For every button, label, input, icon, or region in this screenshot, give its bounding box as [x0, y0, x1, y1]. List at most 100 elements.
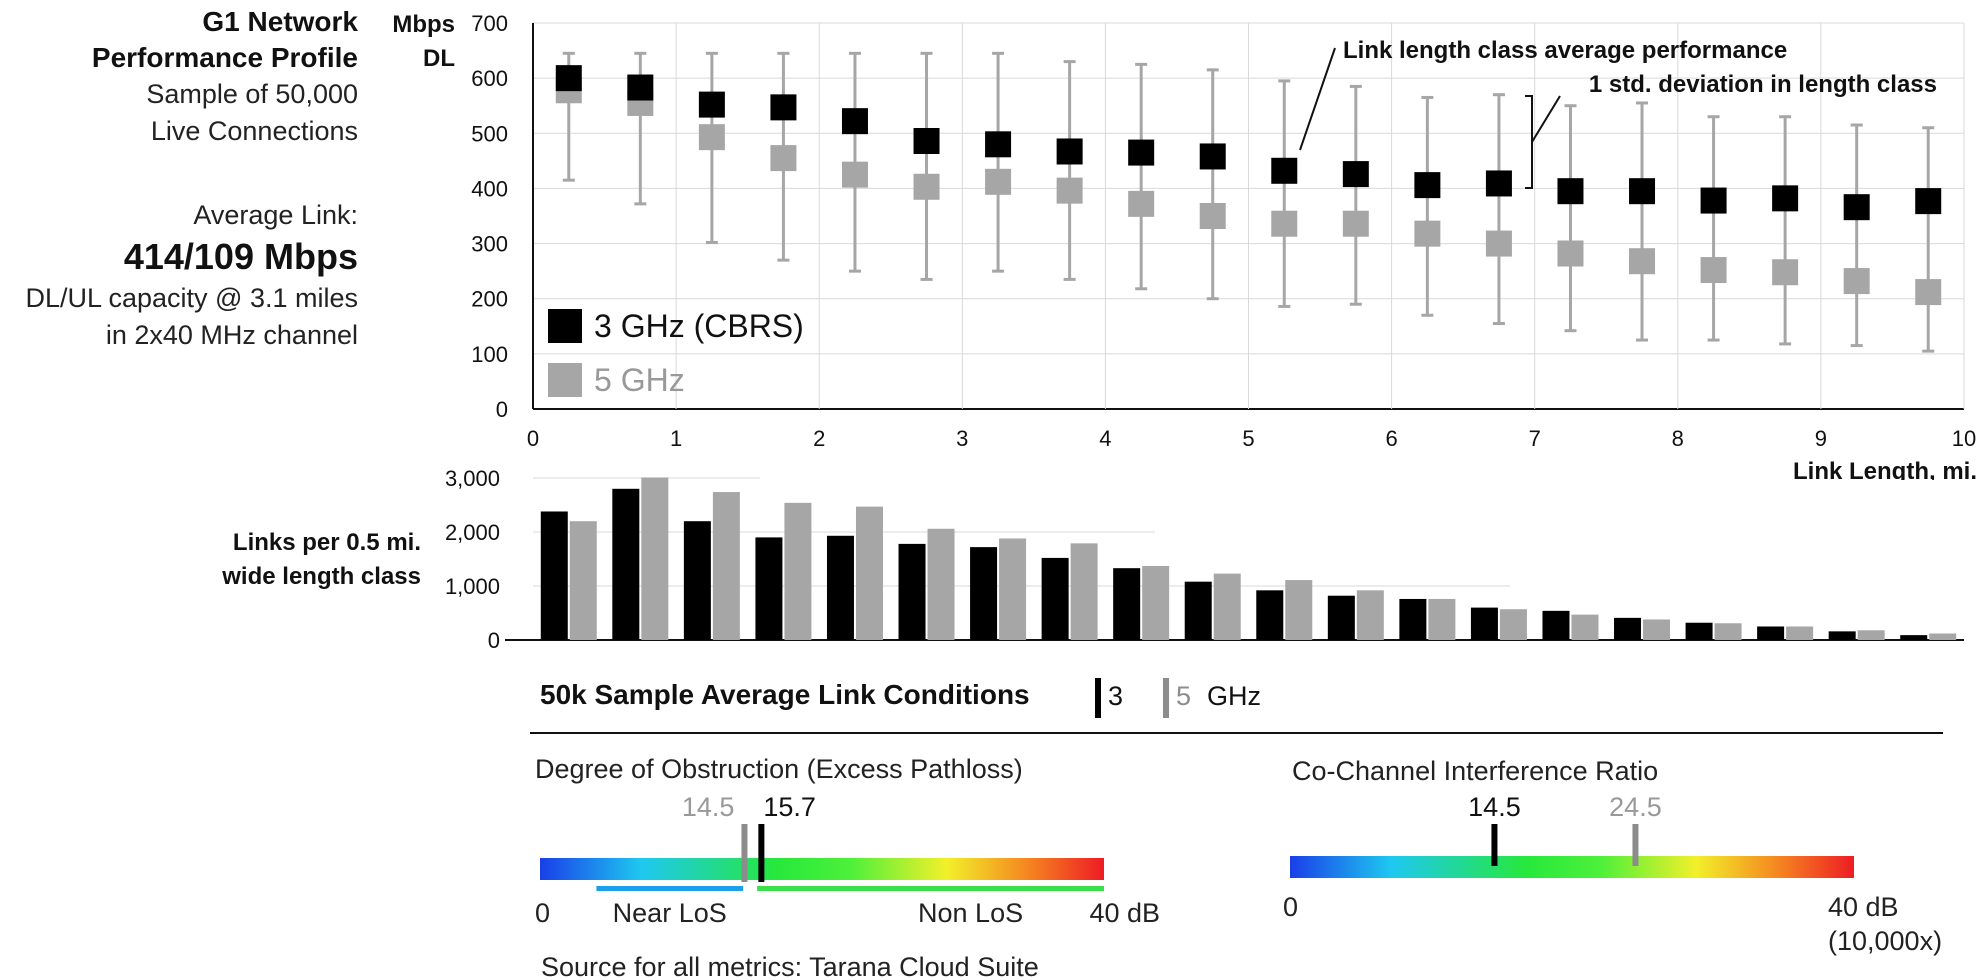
- bar-3ghz: [1685, 622, 1713, 640]
- point-5ghz: [1128, 190, 1155, 217]
- std-deviation-bars: [562, 51, 1935, 353]
- avg-value: 414/109 Mbps: [0, 234, 358, 280]
- bar-5ghz: [1213, 573, 1241, 640]
- links-bar-chart: 0 1,000 2,000 3,000 Links per 0.5 mi. wide …: [221, 466, 1964, 653]
- x-tick-label: 4: [1099, 426, 1111, 451]
- series-5ghz-points: [555, 77, 1942, 306]
- x-tick-label: 9: [1815, 426, 1827, 451]
- interference-title: Co-Channel Interference Ratio: [1292, 756, 1658, 786]
- bar-3ghz: [1399, 598, 1427, 640]
- point-3ghz: [1915, 188, 1942, 215]
- point-3ghz: [1199, 143, 1226, 170]
- point-3ghz: [1271, 157, 1298, 184]
- bar-3ghz: [755, 537, 783, 640]
- performance-ticks: 0 100 200 300 400 500 600 700 0 1 2 3 4 5 6 7 8 9 10: [471, 11, 1976, 451]
- y-axis-label-line1: Mbps: [392, 11, 455, 38]
- panel-title-line2: Performance Profile: [91, 42, 358, 73]
- bar-3ghz: [1542, 610, 1570, 640]
- bar-5ghz: [1499, 609, 1527, 640]
- interference-marker-3ghz: [1491, 824, 1498, 866]
- x-tick-label: 7: [1529, 426, 1541, 451]
- bar-3ghz: [1614, 617, 1642, 640]
- bar-5ghz: [1929, 633, 1957, 640]
- point-3ghz: [1485, 170, 1512, 197]
- bar-5ghz: [1142, 566, 1170, 640]
- bar-3ghz: [1470, 607, 1498, 640]
- obstruction-scale: [540, 858, 1104, 880]
- near-los-label: Near LoS: [613, 898, 727, 928]
- bar-3ghz: [1256, 590, 1284, 640]
- legend-5-marker: [1163, 678, 1169, 718]
- point-3ghz: [1056, 138, 1083, 165]
- point-5ghz: [1915, 279, 1942, 306]
- x-tick-label: 8: [1672, 426, 1684, 451]
- legend-unit-label: GHz: [1207, 681, 1261, 711]
- point-3ghz: [1700, 187, 1727, 214]
- bar-3ghz: [826, 535, 854, 640]
- y-tick-label: 0: [496, 397, 508, 422]
- point-5ghz: [1056, 177, 1083, 204]
- bar-3ghz: [1184, 581, 1212, 640]
- bar-3ghz: [1113, 568, 1141, 640]
- point-3ghz: [985, 131, 1012, 158]
- x-tick-label: 10: [1952, 426, 1976, 451]
- point-5ghz: [985, 168, 1012, 195]
- point-3ghz: [841, 108, 868, 135]
- bar-5ghz: [1643, 619, 1671, 640]
- point-5ghz: [1199, 203, 1226, 229]
- point-3ghz: [627, 74, 654, 101]
- point-5ghz: [1271, 210, 1298, 237]
- y-tick-label: 600: [471, 66, 508, 91]
- bar-5ghz: [1571, 614, 1599, 640]
- non-los-label: Non LoS: [918, 898, 1023, 928]
- interference-value-5ghz: 24.5: [1609, 792, 1662, 822]
- capacity-line1: DL/UL capacity @ 3.1 miles: [25, 283, 358, 313]
- bar-5ghz: [1786, 626, 1814, 640]
- avg-label: Average Link:: [193, 200, 358, 230]
- bar-5ghz: [1428, 598, 1456, 640]
- capacity-line2: in 2x40 MHz channel: [105, 320, 358, 350]
- annotation-average: Link length class average performance: [1343, 37, 1787, 64]
- y-tick-label: 200: [471, 287, 508, 312]
- point-3ghz: [1843, 194, 1870, 221]
- bar-y-label-line1: Links per 0.5 mi.: [233, 529, 421, 556]
- interference-markers: 14.5 24.5: [1468, 792, 1662, 866]
- bar-3ghz: [612, 488, 640, 640]
- point-5ghz: [1772, 259, 1799, 286]
- point-5ghz: [1485, 230, 1512, 257]
- annotation-average-pointer: [1299, 47, 1336, 151]
- legend-3-marker: [1095, 678, 1101, 718]
- conditions-section: 50k Sample Average Link Conditions 3 5 G…: [530, 678, 1943, 980]
- non-los-range: [757, 886, 1104, 891]
- panel-title-line1: G1 Network: [202, 6, 358, 37]
- bar-3ghz: [683, 521, 711, 640]
- x-axis-label: Link Length, mi.: [1793, 458, 1977, 480]
- bar-y-tick-label: 1,000: [445, 574, 500, 599]
- bar-5ghz: [999, 538, 1027, 640]
- point-5ghz: [770, 145, 797, 172]
- x-tick-label: 5: [1242, 426, 1254, 451]
- point-5ghz: [1557, 240, 1584, 267]
- point-5ghz: [1342, 210, 1369, 237]
- near-los-range: [596, 886, 744, 891]
- annotation-std-pointer: [1531, 95, 1561, 143]
- bar-3ghz: [970, 547, 998, 640]
- legend-3ghz-label: 3 GHz (CBRS): [594, 308, 804, 344]
- point-5ghz: [1414, 220, 1441, 247]
- point-3ghz: [770, 94, 797, 121]
- point-3ghz: [913, 128, 940, 155]
- left-panel: G1 Network Performance Profile Sample of…: [0, 4, 358, 354]
- bar-5ghz: [569, 521, 597, 640]
- bar-ticks: 0 1,000 2,000 3,000: [445, 466, 500, 653]
- bar-y-tick-label: 0: [488, 628, 500, 653]
- obstruction-marker-5ghz: [741, 824, 748, 882]
- bar-5ghz: [1285, 580, 1313, 640]
- point-5ghz: [1700, 257, 1727, 284]
- series-3ghz-points: [555, 65, 1942, 221]
- x-tick-label: 1: [670, 426, 682, 451]
- interference-min-label: 0: [1283, 892, 1298, 922]
- bar-5ghz: [1857, 630, 1885, 640]
- annotation-std: 1 std. deviation in length class: [1589, 71, 1937, 98]
- point-3ghz: [1128, 139, 1155, 166]
- point-5ghz: [698, 124, 725, 151]
